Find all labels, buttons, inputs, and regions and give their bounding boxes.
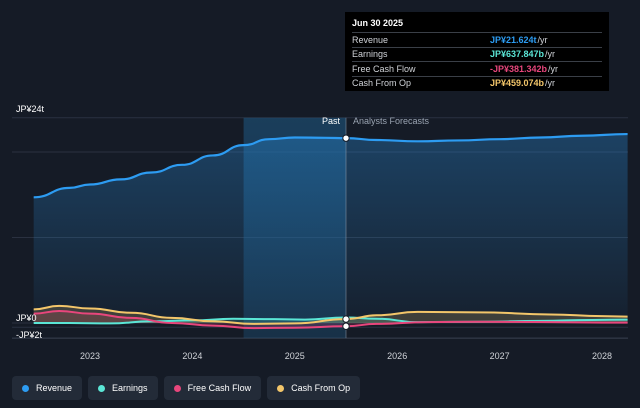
legend-label: Cash From Op [291, 383, 350, 393]
x-tick-label: 2028 [592, 351, 612, 361]
forecast-label: Analysts Forecasts [353, 116, 430, 126]
tooltip: Jun 30 2025 Revenue JP¥21.624t /yr Earni… [345, 12, 609, 91]
legend-item-earnings[interactable]: Earnings [88, 376, 158, 400]
x-tick-label: 2024 [182, 351, 202, 361]
tooltip-unit: /yr [545, 78, 555, 88]
tooltip-label: Revenue [352, 35, 490, 45]
x-tick-label: 2025 [285, 351, 305, 361]
legend-item-revenue[interactable]: Revenue [12, 376, 82, 400]
tooltip-date: Jun 30 2025 [352, 18, 602, 28]
series-areas [34, 134, 628, 328]
tooltip-value: JP¥459.074b [490, 78, 544, 88]
legend-label: Earnings [112, 383, 148, 393]
tooltip-label: Earnings [352, 49, 490, 59]
legend-dot-icon [277, 385, 284, 392]
tooltip-label: Cash From Op [352, 78, 490, 88]
past-label: Past [322, 116, 341, 126]
hover-marker [343, 135, 349, 141]
hover-marker [343, 316, 349, 322]
tooltip-label: Free Cash Flow [352, 64, 490, 74]
legend: Revenue Earnings Free Cash Flow Cash Fro… [12, 376, 360, 400]
x-tick-label: 2026 [387, 351, 407, 361]
y-tick-label: JP¥0 [16, 313, 37, 323]
legend-dot-icon [98, 385, 105, 392]
x-axis-labels: 2023 2024 2025 2026 2027 2028 [80, 351, 612, 361]
tooltip-row-revenue: Revenue JP¥21.624t /yr [352, 32, 602, 47]
tooltip-row-cash-from-op: Cash From Op JP¥459.074b /yr [352, 76, 602, 91]
tooltip-row-free-cash-flow: Free Cash Flow -JP¥381.342b /yr [352, 61, 602, 76]
x-tick-label: 2027 [490, 351, 510, 361]
y-tick-label: JP¥24t [16, 104, 45, 114]
legend-item-cash-from-op[interactable]: Cash From Op [267, 376, 360, 400]
tooltip-value: -JP¥381.342b [490, 64, 547, 74]
x-tick-label: 2023 [80, 351, 100, 361]
hover-marker [343, 323, 349, 329]
legend-dot-icon [174, 385, 181, 392]
tooltip-value: JP¥637.847b [490, 49, 544, 59]
y-tick-label: -JP¥2t [16, 330, 43, 340]
legend-label: Free Cash Flow [188, 383, 252, 393]
legend-dot-icon [22, 385, 29, 392]
tooltip-unit: /yr [538, 35, 548, 45]
tooltip-row-earnings: Earnings JP¥637.847b /yr [352, 47, 602, 62]
tooltip-value: JP¥21.624t [490, 35, 537, 45]
area-revenue [34, 134, 628, 323]
legend-label: Revenue [36, 383, 72, 393]
tooltip-unit: /yr [545, 49, 555, 59]
tooltip-unit: /yr [548, 64, 558, 74]
legend-item-free-cash-flow[interactable]: Free Cash Flow [164, 376, 262, 400]
